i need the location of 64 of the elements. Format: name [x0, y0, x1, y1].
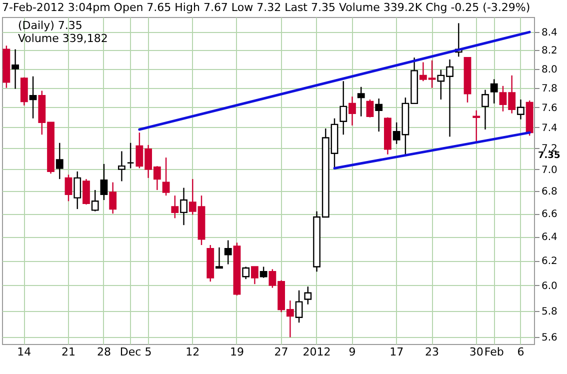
candlestick	[82, 178, 90, 206]
y-tick-label: 7.4	[542, 122, 558, 134]
y-tick-label: 7.8	[542, 83, 558, 94]
candlestick	[74, 170, 82, 210]
y-tick-label: 6.6	[542, 209, 558, 220]
candlestick	[482, 89, 489, 130]
y-tick-label: 6.0	[542, 280, 558, 292]
annotation: (Daily) 7.35	[18, 19, 82, 32]
candlestick	[126, 142, 134, 169]
x-tick-label: 27	[274, 346, 288, 358]
candlestick	[250, 266, 258, 285]
candlestick	[118, 150, 126, 182]
x-tick-label: 30	[469, 346, 484, 358]
x-tick-label: 23	[425, 346, 440, 358]
y-tick-label: 8.4	[542, 28, 558, 39]
y-tick-label: 7.6	[542, 102, 558, 114]
x-tick-label: 12	[186, 346, 200, 358]
candlestick	[64, 174, 72, 202]
y-tick-label: 8.0	[542, 64, 558, 76]
x-tick-label: 9	[348, 346, 356, 358]
x-tick-label: 17	[390, 346, 404, 358]
x-tick-label: 28	[96, 346, 111, 358]
x-tick-label: 14	[17, 346, 32, 358]
candlestick	[109, 182, 117, 214]
candlestick	[242, 266, 250, 280]
candlestick	[224, 240, 232, 265]
y-tick-label: 8.2	[542, 46, 558, 57]
candlestick	[162, 156, 170, 196]
candlestick	[295, 290, 303, 324]
x-tick-label: 2012	[302, 346, 331, 358]
x-tick-label: 21	[62, 346, 76, 358]
candlestick	[91, 189, 99, 212]
candlestick	[490, 78, 498, 104]
x-tick-label: Dec	[120, 346, 142, 358]
annotation: Volume 339,182	[18, 32, 108, 45]
candlestick	[348, 96, 356, 126]
candlestick	[260, 266, 268, 278]
x-tick-label: 5	[144, 346, 152, 358]
candlestick	[100, 163, 108, 201]
chart-subtitle: 7-Feb-2012 3:04pm Open 7.65 High 7.67 Low 7.32 Last 7.35 Volume 339.2K Chg -0.25 (-3.29%)	[2, 1, 530, 14]
y-tick-label: 6.2	[542, 256, 558, 268]
candlestick	[375, 98, 383, 132]
candlestick	[20, 76, 28, 106]
candlestick	[171, 194, 179, 219]
y-tick-label: 6.8	[542, 186, 558, 198]
candlestick	[357, 86, 365, 117]
candlestick	[29, 76, 37, 119]
y-tick-label: 6.4	[542, 232, 558, 244]
candlestick	[304, 286, 312, 305]
candlestick	[216, 246, 223, 269]
candlestick	[516, 98, 524, 120]
candlestick	[340, 80, 348, 136]
text: 7.35	[538, 151, 560, 161]
candlestick	[12, 48, 20, 90]
x-tick-label: Feb	[484, 346, 504, 358]
candlestick	[180, 187, 188, 226]
candlestick	[472, 110, 480, 144]
x-tick-label: 6	[517, 346, 524, 358]
y-tick-label: 7.0	[542, 164, 558, 176]
candlestick	[56, 142, 64, 180]
y-tick-label: 5.6	[542, 332, 558, 344]
candlestick	[366, 98, 374, 118]
x-tick-label: 19	[230, 346, 244, 358]
y-tick-label: 5.8	[542, 306, 558, 318]
